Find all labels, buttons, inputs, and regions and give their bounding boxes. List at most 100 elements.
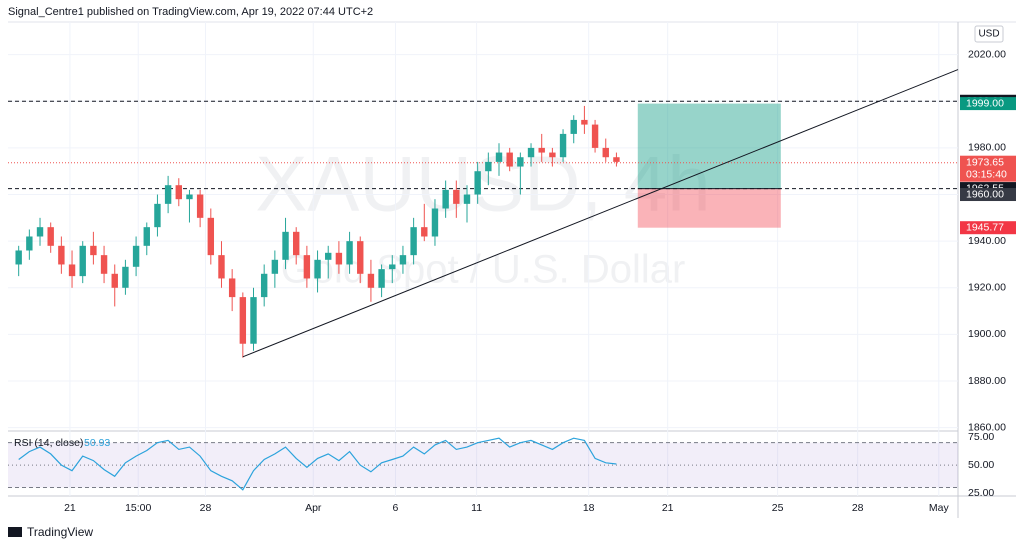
candle-body [154,203,161,228]
candle-body [559,133,567,158]
candle-body [421,227,428,237]
candle-body [335,252,343,265]
x-tick-label: 28 [200,502,212,514]
candle-body [239,297,247,344]
trendline-price-label-box [960,188,1016,202]
candle-body [47,227,54,246]
x-tick-label: Apr [305,502,322,514]
candle-body [378,269,385,288]
rsi-title: RSI (14, close) [14,437,83,449]
y-tick-label: 1920.00 [968,282,1006,294]
candle-body [164,185,172,204]
candle-body [207,217,215,256]
candle-body [325,252,332,260]
candle-body [570,119,577,134]
currency-label[interactable]: USD [978,29,999,40]
candle-body [474,171,481,195]
rsi-tick-label: 25.00 [968,487,994,499]
candle-body [357,241,364,274]
candle-body [15,250,22,265]
candle-body [36,227,44,237]
rsi-last-value: 50.93 [84,437,110,449]
candle-body [485,161,492,172]
candle-body [132,245,140,267]
candle-body [100,255,108,274]
candle-body [613,157,620,162]
y-tick-label: 1900.00 [968,328,1006,340]
candle-body [228,278,236,298]
candle-body [293,231,300,256]
candle-body [58,245,65,265]
candle-body [367,273,375,288]
candle-body [453,189,460,204]
y-tick-label: 1880.00 [968,375,1006,387]
last-price-label: 1973.65 [966,156,1004,168]
target-zone [637,103,781,189]
y-tick-label: 1940.00 [968,235,1006,247]
x-tick-label: May [929,502,950,514]
candle-body [399,255,407,265]
candle-body [549,152,556,158]
logo [8,527,22,537]
stop-label-box [960,221,1016,235]
x-tick-label: 6 [393,502,399,514]
candle-body [517,157,524,167]
candle-body [79,245,86,277]
rsi-line [18,437,617,491]
candle-body [591,124,599,148]
last-price-box [960,155,1016,182]
candle-body [303,255,311,279]
candle-body [90,245,97,256]
stop-label: 1945.77 [966,221,1004,233]
candle-body [538,147,545,153]
trendline [242,69,959,358]
candle-body [527,147,535,158]
candle-body [26,236,33,251]
candle-body [346,241,353,265]
candle-body [495,152,503,162]
x-tick-label: 21 [64,502,76,514]
candle-body [260,273,268,298]
x-tick-label: 21 [662,502,674,514]
candle-body [581,119,588,125]
x-tick-label: 18 [583,502,595,514]
stop-zone [637,188,781,228]
candle-body [506,152,513,167]
x-tick-label: 25 [772,502,784,514]
rsi-tick-label: 75.00 [968,431,994,443]
x-tick-label: 11 [471,502,482,514]
watermark-title: XAUUSD, 4h [255,140,710,228]
candle-body [282,231,289,260]
candle-body [111,273,118,288]
candle-body [463,194,471,204]
candle-body [410,227,417,256]
currency-box[interactable] [974,25,1004,43]
candle-body [602,147,609,158]
bar-countdown: 03:15:40 [966,168,1007,180]
y-tick-label: 2020.00 [968,48,1006,60]
candle-body [271,259,279,274]
candle-body [250,297,257,344]
rsi-tick-label: 50.00 [968,459,994,471]
publish-header: Signal_Centre1 published on TradingView.… [8,6,373,18]
rsi-band [8,442,958,488]
target-label: 1999.00 [966,97,1004,109]
target-label-box [960,97,1016,111]
candle-body [186,194,193,200]
candle-body [175,185,182,200]
x-tick-label: 15:00 [125,502,151,514]
candle-body [314,259,321,279]
candle-body [431,208,439,237]
candle-body [389,264,396,270]
candle-body [143,227,150,246]
y-tick-label: 1980.00 [968,142,1006,154]
candle-body [68,264,76,277]
candle-body [442,189,449,209]
candle-body [196,194,204,218]
trendline-price-label: 1960.00 [966,188,1004,200]
candle-body [122,266,129,288]
x-tick-label: 28 [852,502,864,514]
footer-brand: TradingView [27,525,93,539]
